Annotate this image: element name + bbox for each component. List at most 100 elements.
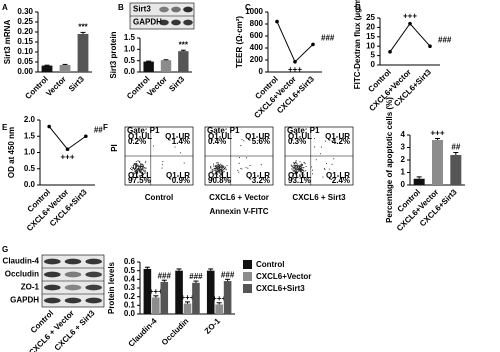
legend-label: CXCL6+Vector xyxy=(256,272,311,281)
event-dot xyxy=(131,166,133,168)
event-dot xyxy=(320,146,322,148)
event-dot xyxy=(214,169,216,171)
event-dot xyxy=(295,172,297,175)
event-dot xyxy=(152,145,155,147)
event-dot xyxy=(218,167,220,169)
y-axis-label: Protein levels xyxy=(107,261,116,314)
event-dot xyxy=(328,168,330,170)
quadrant-percent: 0.4% xyxy=(208,137,226,146)
event-dot xyxy=(137,164,139,166)
event-dot xyxy=(142,173,145,175)
event-dot xyxy=(183,162,185,164)
event-dot xyxy=(299,170,301,172)
bar xyxy=(175,270,183,314)
event-dot xyxy=(138,170,141,172)
x-tick-label: Occludin xyxy=(160,316,191,347)
event-dot xyxy=(301,167,303,169)
event-dot xyxy=(311,173,314,175)
event-dot xyxy=(135,160,137,163)
blot-band xyxy=(64,284,82,291)
event-dot xyxy=(303,175,305,177)
quadrant-name: Q1-LR xyxy=(166,171,190,180)
event-dot xyxy=(218,163,220,165)
event-dot xyxy=(300,164,302,166)
event-dot xyxy=(300,173,302,175)
quadrant-percent: 2.4% xyxy=(332,176,350,185)
event-dot xyxy=(246,132,248,135)
y-tick-label: 400 xyxy=(250,43,264,52)
y-tick-label: 800 xyxy=(250,19,264,28)
event-dot xyxy=(144,172,146,174)
event-dot xyxy=(291,168,293,170)
event-dot xyxy=(218,172,221,174)
bar xyxy=(41,65,53,72)
y-axis-label: Percentage of apoptotic cells (%) xyxy=(385,97,394,223)
event-dot xyxy=(211,171,213,173)
event-dot xyxy=(297,166,299,168)
event-dot xyxy=(133,175,135,177)
event-dot xyxy=(253,174,255,177)
event-dot xyxy=(133,173,135,175)
significance: +++ xyxy=(60,152,74,161)
event-dot xyxy=(301,170,303,172)
event-dot xyxy=(305,165,307,167)
event-dot xyxy=(140,170,142,173)
event-dot xyxy=(294,170,296,173)
y-tick-label: 1.0 xyxy=(24,148,36,157)
event-dot xyxy=(292,169,294,171)
quadrant-percent: 0.3% xyxy=(288,137,306,146)
event-dot xyxy=(292,174,294,177)
significance: ### xyxy=(321,34,335,43)
event-dot xyxy=(210,170,212,172)
event-dot xyxy=(300,167,302,169)
point xyxy=(47,124,51,129)
event-dot xyxy=(218,165,220,167)
event-dot xyxy=(300,171,302,173)
event-dot xyxy=(331,163,333,165)
bar xyxy=(183,303,192,314)
gate-label: Gate: P1 xyxy=(287,126,320,135)
x-tick-label: Claudin-4 xyxy=(127,316,160,349)
event-dot xyxy=(238,162,240,164)
point xyxy=(275,19,279,24)
significance: ### xyxy=(438,35,452,44)
y-tick-label: 0.3 xyxy=(124,283,136,292)
bar xyxy=(178,51,189,72)
event-dot xyxy=(295,170,297,172)
event-dot xyxy=(297,165,299,167)
significance: +++ xyxy=(180,293,194,302)
point xyxy=(293,60,297,64)
blot-band xyxy=(44,258,61,265)
event-dot xyxy=(132,167,134,169)
significance: ### xyxy=(158,271,172,280)
y-tick-label: 0.30 xyxy=(17,7,33,16)
blot-row-label: GAPDH xyxy=(10,296,39,305)
event-dot xyxy=(293,169,295,171)
event-dot xyxy=(304,163,306,165)
event-dot xyxy=(138,169,140,171)
y-tick-label: 0.25 xyxy=(17,17,33,26)
y-tick-label: 4 xyxy=(401,130,406,139)
y-tick-label: 1000 xyxy=(245,7,263,16)
event-dot xyxy=(292,166,294,168)
event-dot xyxy=(216,164,218,166)
event-dot xyxy=(237,169,239,171)
event-dot xyxy=(136,169,138,171)
event-dot xyxy=(240,145,242,147)
event-dot xyxy=(220,170,222,172)
significance: +++ xyxy=(430,129,444,138)
event-dot xyxy=(137,171,139,173)
y-tick-label: 1.0 xyxy=(124,44,136,53)
panel-letter: C xyxy=(245,3,251,12)
blot-band xyxy=(183,6,193,13)
significance: +++ xyxy=(212,294,226,303)
y-tick-label: 600 xyxy=(250,31,264,40)
quadrant-name: Q1-LR xyxy=(326,171,350,180)
event-dot xyxy=(216,170,218,172)
event-dot xyxy=(219,168,221,171)
event-dot xyxy=(301,164,303,166)
event-dot xyxy=(179,152,181,154)
blot-band xyxy=(85,271,102,278)
event-dot xyxy=(141,165,143,168)
